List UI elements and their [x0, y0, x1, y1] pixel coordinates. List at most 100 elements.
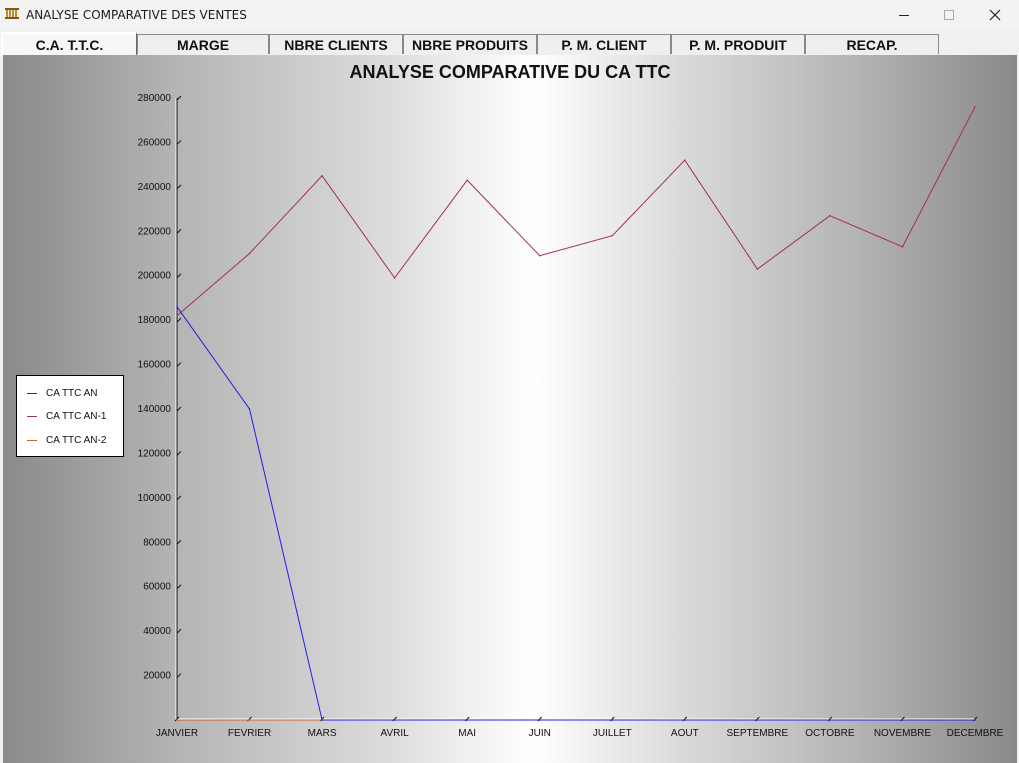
- y-tick-label: 180000: [138, 315, 172, 326]
- series-point: [538, 254, 541, 257]
- x-tick: [174, 716, 180, 722]
- y-tick: [176, 362, 182, 367]
- tab-label: NBRE CLIENTS: [284, 36, 388, 53]
- y-tick: [176, 184, 182, 190]
- tab-nbre-produits[interactable]: NBRE PRODUITS: [403, 34, 537, 54]
- series-point: [176, 306, 178, 308]
- series-line: [176, 306, 975, 721]
- x-tick-label: AVRIL: [381, 728, 410, 739]
- tab-label: P. M. PRODUIT: [689, 36, 787, 53]
- series-point: [321, 719, 323, 721]
- x-tick-label: OCTOBRE: [805, 728, 855, 739]
- tab-pm-produit[interactable]: P. M. PRODUIT: [671, 34, 805, 54]
- x-tick-label: JANVIER: [156, 728, 198, 739]
- y-tick-label: 240000: [138, 182, 172, 193]
- y-tick-label: 80000: [143, 537, 171, 548]
- series-point: [248, 408, 251, 410]
- minimize-button[interactable]: [881, 0, 927, 30]
- x-tick-label: MAI: [458, 728, 476, 739]
- tab-nbre-clients[interactable]: NBRE CLIENTS: [269, 34, 403, 54]
- y-tick-label: 100000: [138, 493, 172, 504]
- series-point: [393, 719, 396, 721]
- series-line: [176, 106, 976, 317]
- y-tick-label: 200000: [138, 271, 172, 282]
- y-tick: [176, 628, 182, 634]
- chart-title: ANALYSE COMPARATIVE DU CA TTC: [349, 62, 671, 82]
- series-point: [176, 719, 178, 721]
- legend-label: CA TTC AN: [46, 387, 98, 399]
- series-point: [466, 719, 468, 721]
- tab-bar: C.A. T.T.C. MARGE NBRE CLIENTS NBRE PROD…: [0, 30, 1019, 56]
- legend-swatch: [27, 392, 37, 394]
- y-tick: [176, 140, 182, 145]
- y-tick-label: 120000: [138, 448, 172, 459]
- tab-label: NBRE PRODUITS: [412, 36, 528, 53]
- y-tick-label: 260000: [138, 137, 172, 148]
- legend-item: CA TTC AN-1: [27, 409, 106, 423]
- x-tick-label: SEPTEMBRE: [727, 728, 789, 739]
- series-point: [901, 719, 904, 721]
- series-point: [974, 719, 976, 721]
- y-tick: [176, 406, 182, 412]
- legend-label: CA TTC AN-2: [46, 434, 107, 446]
- legend-item: CA TTC AN-2: [27, 433, 106, 447]
- y-tick-label: 20000: [143, 671, 171, 682]
- close-icon: [989, 9, 1001, 21]
- y-tick-label: 40000: [143, 626, 171, 637]
- series-point: [538, 719, 541, 721]
- tab-pm-client[interactable]: P. M. CLIENT: [537, 34, 671, 54]
- tab-label: MARGE: [176, 36, 230, 53]
- series-point: [756, 719, 759, 721]
- chart-legend: CA TTC AN CA TTC AN-1 CA TTC AN-2: [16, 375, 124, 457]
- line-chart: 20000 40000 60000 80000 100000 120000 140000 16…: [138, 93, 1004, 739]
- series-point: [248, 252, 251, 255]
- tab-marge[interactable]: MARGE: [137, 34, 269, 54]
- minimize-icon: [899, 15, 909, 16]
- series-point: [684, 159, 686, 161]
- maximize-icon: [944, 10, 954, 20]
- y-tick-label: 160000: [138, 360, 172, 371]
- y-tick-label: 220000: [138, 226, 172, 237]
- series-point: [829, 214, 831, 217]
- tab-label: P. M. CLIENT: [561, 36, 647, 53]
- series-point: [321, 174, 323, 177]
- y-tick: [176, 495, 182, 501]
- tab-label: RECAP.: [846, 36, 898, 53]
- series-point: [901, 246, 904, 248]
- y-tick: [176, 584, 182, 590]
- legend-swatch: [27, 439, 37, 441]
- maximize-button[interactable]: [926, 0, 972, 30]
- legend-label: CA TTC AN-1: [46, 410, 107, 422]
- series-point: [611, 719, 614, 721]
- close-button[interactable]: [972, 0, 1018, 30]
- x-tick-label: NOVEMBRE: [874, 728, 932, 739]
- x-tick-label: JUIN: [529, 728, 551, 739]
- y-tick: [176, 228, 182, 234]
- series-point: [393, 277, 396, 279]
- tab-recap[interactable]: RECAP.: [805, 34, 939, 54]
- y-tick: [176, 273, 182, 279]
- tab-ca-ttc[interactable]: C.A. T.T.C.: [1, 32, 137, 56]
- x-tick-label: AOUT: [671, 728, 699, 739]
- window-title: ANALYSE COMPARATIVE DES VENTES: [26, 8, 247, 22]
- series-point: [611, 234, 614, 237]
- y-tick: [176, 317, 182, 323]
- x-tick-label: FEVRIER: [228, 728, 271, 739]
- series-point: [466, 179, 468, 181]
- y-tick-label: 60000: [143, 582, 171, 593]
- x-tick-label: MARS: [308, 728, 337, 739]
- y-tick-label: 280000: [138, 93, 172, 104]
- series-point: [829, 719, 831, 721]
- series-point: [684, 719, 686, 721]
- y-tick: [176, 673, 182, 678]
- tab-label: C.A. T.T.C.: [35, 37, 104, 53]
- series-point: [756, 268, 759, 270]
- y-tick: [176, 95, 182, 101]
- y-tick-label: 140000: [138, 404, 172, 415]
- x-tick-label: DECEMBRE: [947, 728, 1004, 739]
- y-tick: [176, 451, 182, 456]
- x-tick-label: JUILLET: [593, 728, 632, 739]
- y-tick: [176, 539, 182, 545]
- legend-item: CA TTC AN: [27, 386, 98, 400]
- chart-panel: ANALYSE COMPARATIVE DU CA TTC 20000 40000…: [3, 55, 1017, 763]
